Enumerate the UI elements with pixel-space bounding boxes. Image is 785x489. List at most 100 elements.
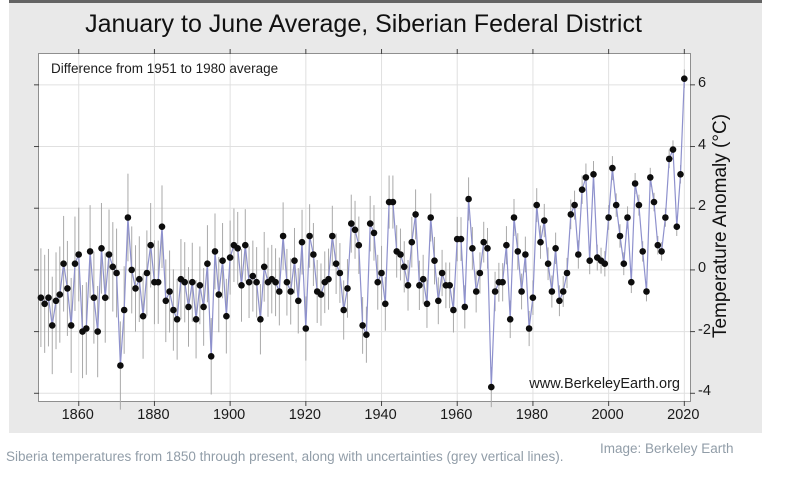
data-point [351, 226, 359, 234]
data-point [207, 353, 215, 360]
caption: Siberia temperatures from 1850 through p… [6, 449, 564, 464]
data-point [306, 232, 313, 240]
data-point [582, 174, 590, 181]
x-tick-label: 1980 [515, 407, 549, 423]
data-point [245, 278, 253, 286]
data-point [616, 232, 624, 240]
data-point [276, 288, 283, 295]
data-point [238, 282, 245, 289]
data-point [673, 223, 681, 230]
data-point [45, 294, 52, 301]
data-point [488, 383, 495, 391]
data-point [211, 248, 219, 255]
data-point [272, 278, 279, 286]
data-point [397, 251, 404, 258]
data-point [94, 328, 101, 335]
data-point [480, 238, 488, 246]
data-point [624, 214, 631, 221]
data-point [563, 269, 571, 277]
data-point [295, 297, 302, 305]
data-point [166, 288, 173, 295]
data-point [586, 257, 593, 264]
data-point [363, 331, 370, 339]
data-point [260, 263, 268, 271]
data-point [514, 248, 522, 255]
data-point [484, 245, 491, 252]
data-point [219, 257, 226, 264]
data-point [544, 260, 552, 267]
data-point [628, 278, 635, 286]
data-point [609, 164, 616, 172]
data-point [366, 220, 374, 227]
data-point [548, 288, 556, 295]
data-point [639, 248, 646, 255]
data-point [499, 278, 506, 286]
data-point [567, 211, 575, 218]
data-point [669, 146, 677, 153]
data-point [215, 291, 223, 298]
data-point [359, 322, 366, 329]
data-point [173, 316, 181, 323]
data-point [302, 325, 310, 332]
data-point [408, 238, 416, 246]
data-point [291, 257, 298, 264]
data-point [325, 275, 332, 283]
data-point [64, 285, 71, 292]
data-point [336, 269, 344, 277]
data-point [310, 251, 317, 258]
data-point [446, 282, 454, 289]
data-point [86, 248, 94, 255]
data-point [461, 303, 469, 311]
data-point [647, 174, 654, 181]
data-point [154, 278, 162, 286]
data-point [204, 260, 211, 267]
data-point [200, 303, 207, 311]
data-point [522, 251, 529, 258]
plot-area: Difference from 1951 to 1980 average www… [34, 49, 695, 410]
x-tick-label: 1860 [61, 407, 94, 423]
data-point [506, 316, 514, 323]
watermark-link: www.BerkeleyEarth.org [529, 376, 680, 392]
data-point [559, 288, 567, 295]
x-tick-label: 1960 [440, 407, 473, 423]
y-tick-label: 4 [698, 136, 707, 153]
data-point [329, 232, 336, 240]
data-point [435, 297, 442, 305]
data-point [650, 198, 658, 206]
data-point [654, 241, 662, 249]
data-point [226, 254, 234, 261]
data-point [71, 260, 79, 267]
data-point [389, 198, 397, 206]
x-tick-label: 2000 [591, 407, 624, 423]
data-point [438, 269, 446, 277]
data-point [139, 312, 147, 320]
data-point [48, 322, 56, 329]
data-point [450, 306, 457, 314]
data-point [75, 251, 82, 258]
y-tick-label: -4 [698, 383, 711, 400]
data-point [52, 297, 60, 305]
data-point [181, 278, 188, 286]
data-point [242, 241, 249, 249]
data-point [537, 238, 544, 246]
data-point [283, 278, 291, 286]
x-tick-label: 2020 [667, 407, 700, 423]
data-point [147, 241, 154, 249]
data-point [158, 223, 166, 230]
chart-figure: January to June Average, Siberian Federa… [9, 3, 762, 433]
data-point [344, 285, 351, 292]
data-point [185, 303, 192, 311]
data-point [552, 245, 559, 252]
data-point [472, 288, 480, 295]
data-point [635, 201, 643, 209]
data-point [234, 245, 241, 252]
data-point [404, 282, 412, 289]
data-point [419, 275, 427, 283]
data-point [162, 297, 170, 305]
data-point [143, 269, 151, 277]
x-tick-label: 1900 [212, 407, 246, 423]
data-point [249, 272, 257, 280]
data-point [253, 278, 260, 286]
y-tick-label: -2 [698, 321, 711, 338]
